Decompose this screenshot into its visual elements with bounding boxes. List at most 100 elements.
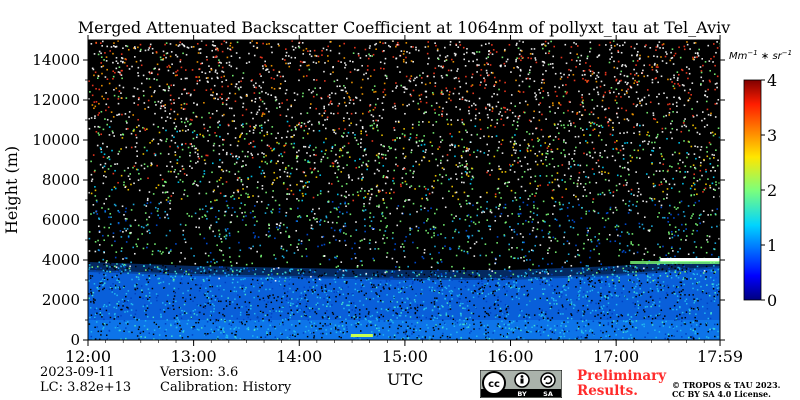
backscatter-pixel [627, 313, 630, 316]
backscatter-pixel [186, 77, 188, 80]
backscatter-pixel [473, 304, 475, 306]
backscatter-pixel [137, 179, 140, 181]
backscatter-pixel [159, 152, 162, 155]
backscatter-pixel [97, 132, 100, 134]
backscatter-pixel [636, 292, 638, 294]
backscatter-pixel [356, 317, 358, 319]
backscatter-pixel [487, 74, 489, 77]
backscatter-pixel [300, 122, 303, 124]
backscatter-pixel [334, 324, 337, 326]
backscatter-pixel [308, 120, 311, 123]
backscatter-pixel [136, 155, 139, 158]
backscatter-pixel [260, 336, 262, 339]
backscatter-pixel [593, 210, 596, 213]
backscatter-pixel [257, 304, 259, 307]
backscatter-pixel [238, 327, 240, 329]
backscatter-pixel [449, 336, 451, 339]
backscatter-pixel [445, 312, 448, 314]
layer-top-transition [610, 266, 612, 277]
backscatter-pixel [433, 305, 436, 308]
backscatter-pixel [658, 268, 660, 271]
backscatter-pixel [181, 309, 183, 312]
backscatter-pixel [376, 184, 379, 187]
backscatter-pixel [360, 323, 362, 326]
backscatter-pixel [551, 273, 553, 276]
layer-top-transition [412, 270, 414, 280]
backscatter-pixel [516, 247, 518, 249]
backscatter-pixel [477, 296, 480, 298]
backscatter-pixel [108, 288, 111, 290]
backscatter-pixel [305, 315, 307, 317]
backscatter-pixel [297, 199, 300, 202]
backscatter-pixel [630, 334, 632, 336]
layer-top-transition [696, 259, 698, 270]
boundary-layer-column [490, 278, 492, 340]
backscatter-pixel [281, 310, 283, 313]
layer-top-transition [498, 270, 500, 280]
backscatter-pixel [556, 178, 559, 181]
backscatter-pixel [142, 297, 144, 300]
backscatter-pixel [113, 313, 116, 316]
backscatter-pixel [297, 301, 299, 303]
backscatter-pixel [376, 293, 378, 296]
boundary-layer-column [390, 277, 392, 340]
layer-top-transition [700, 259, 702, 270]
boundary-layer-column [628, 272, 630, 340]
backscatter-pixel [599, 338, 602, 340]
backscatter-pixel [514, 328, 516, 330]
backscatter-pixel [552, 292, 554, 294]
backscatter-pixel [483, 325, 486, 327]
backscatter-pixel [617, 60, 620, 63]
layer-top-transition [548, 268, 550, 279]
backscatter-pixel [703, 117, 706, 120]
backscatter-pixel [575, 329, 578, 332]
backscatter-pixel [368, 190, 370, 192]
backscatter-pixel [172, 84, 175, 87]
backscatter-pixel [570, 314, 573, 316]
layer-top-transition [542, 268, 544, 279]
backscatter-pixel [483, 307, 485, 309]
backscatter-pixel [640, 270, 642, 272]
backscatter-pixel [94, 125, 96, 128]
backscatter-pixel [417, 102, 419, 105]
backscatter-pixel [496, 325, 499, 327]
backscatter-pixel [143, 102, 146, 104]
boundary-layer-column [126, 271, 128, 340]
backscatter-pixel [681, 317, 683, 319]
backscatter-pixel [700, 275, 702, 277]
backscatter-pixel [432, 327, 435, 329]
backscatter-pixel [120, 247, 123, 250]
backscatter-pixel [593, 173, 595, 175]
backscatter-pixel [582, 332, 585, 334]
backscatter-pixel [112, 77, 114, 80]
boundary-layer-column [586, 275, 588, 340]
backscatter-pixel [678, 167, 681, 169]
backscatter-pixel [590, 301, 592, 304]
backscatter-pixel [275, 299, 278, 302]
backscatter-pixel [683, 176, 685, 179]
boundary-layer-column [320, 276, 322, 340]
surface-layer-column [476, 320, 478, 340]
backscatter-pixel [157, 214, 159, 217]
backscatter-pixel [691, 185, 693, 187]
backscatter-pixel [428, 318, 431, 320]
layer-top-transition [108, 262, 110, 273]
backscatter-pixel [553, 299, 555, 302]
backscatter-pixel [457, 119, 459, 121]
backscatter-pixel [560, 291, 562, 293]
backscatter-pixel [649, 281, 652, 284]
backscatter-pixel [492, 292, 494, 295]
boundary-layer-column [632, 272, 634, 340]
backscatter-pixel [272, 181, 274, 184]
backscatter-pixel [109, 321, 111, 323]
backscatter-pixel [268, 320, 270, 323]
backscatter-pixel [712, 288, 715, 290]
backscatter-pixel [158, 326, 160, 328]
backscatter-pixel [562, 313, 564, 315]
backscatter-pixel [345, 304, 348, 307]
surface-layer-column [614, 320, 616, 340]
backscatter-pixel [583, 311, 586, 313]
backscatter-pixel [405, 183, 408, 186]
boundary-layer-column [134, 271, 136, 340]
backscatter-pixel [280, 297, 283, 300]
